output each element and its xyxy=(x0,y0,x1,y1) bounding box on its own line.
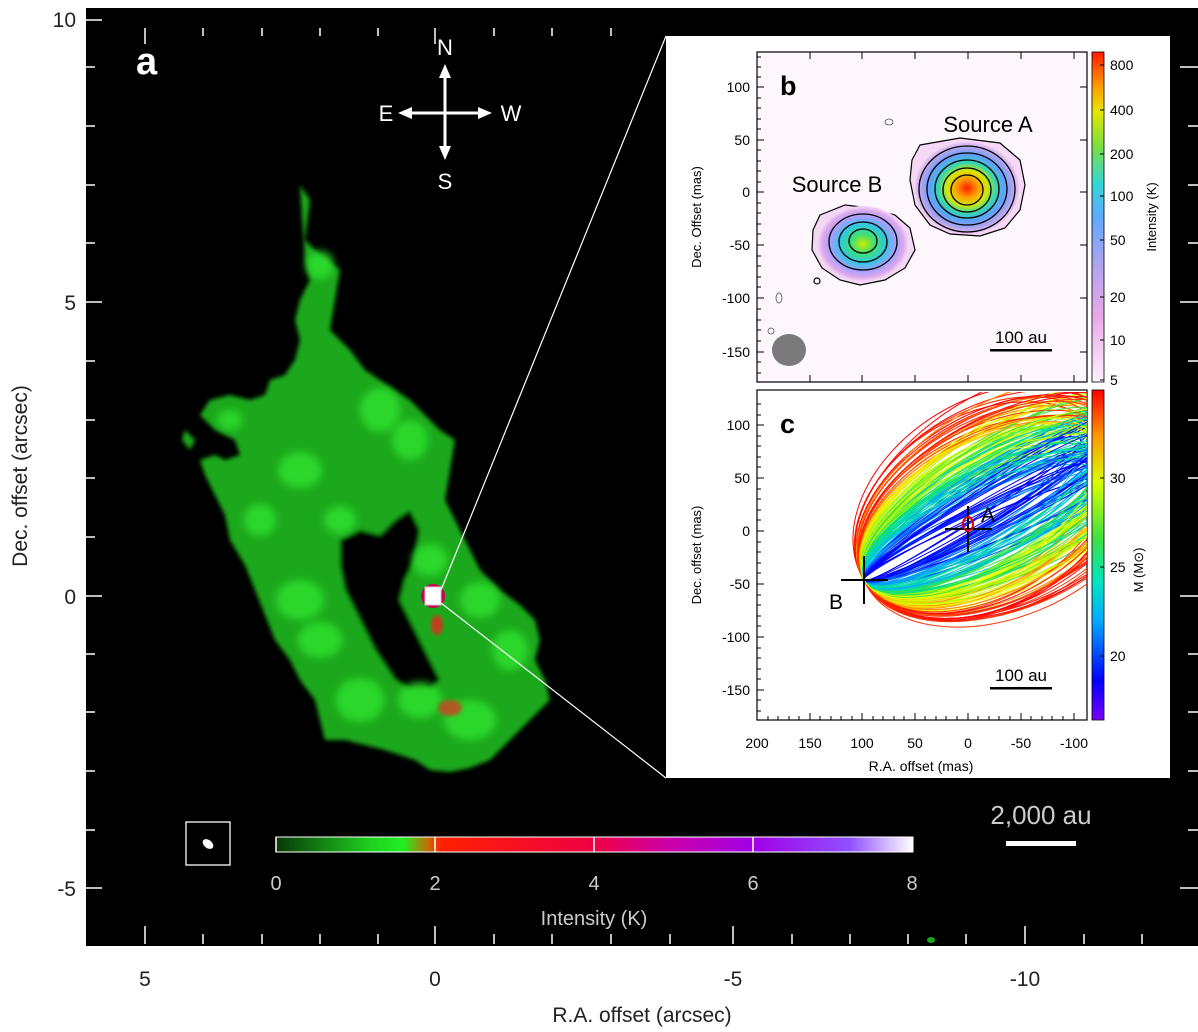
panel-c-letter: c xyxy=(780,409,795,439)
panel-c-scalebar xyxy=(990,687,1052,690)
panel-a-xtick-neg10: -10 xyxy=(1010,968,1040,991)
beam-box xyxy=(185,821,231,866)
panel-a-ticks xyxy=(86,19,1198,944)
zoom-line-top xyxy=(440,35,667,591)
colorbar-a-tick-2: 2 xyxy=(429,873,440,895)
panel-c-xtick-50: 50 xyxy=(907,735,923,751)
panel-c-xtick-neg100: -100 xyxy=(1060,735,1088,751)
panel-b xyxy=(756,51,1088,383)
colorbar-c-tick-30: 30 xyxy=(1110,470,1126,486)
panel-c-xtick-100: 100 xyxy=(850,735,874,751)
panel-b-scalebar-label: 100 au xyxy=(995,328,1047,347)
panel-c-label-a: A xyxy=(981,504,995,527)
panel-a-letter: a xyxy=(136,41,158,83)
panel-b-letter: b xyxy=(780,71,797,101)
colorbar-b xyxy=(1091,51,1105,383)
panel-a-ytick-10: 10 xyxy=(53,9,76,32)
colorbar-b-tick-10: 10 xyxy=(1110,332,1126,348)
panel-b-ytick-0: 0 xyxy=(742,184,750,200)
colorbar-b-label: Intensity (K) xyxy=(1144,182,1159,251)
panel-b-source-b: Source B xyxy=(792,172,883,197)
panel-c-markers xyxy=(841,506,992,604)
panel-c-xtick-200: 200 xyxy=(745,735,769,751)
colorbar-a-label: Intensity (K) xyxy=(541,908,648,930)
colorbar-a-tick-6: 6 xyxy=(747,873,758,895)
colorbar-c-label: M (M⊙) xyxy=(1131,548,1146,593)
panel-c-ytick-neg150: -150 xyxy=(722,682,750,698)
colorbar-b-tick-200: 200 xyxy=(1110,146,1134,162)
panel-b-ytick-neg50: -50 xyxy=(730,237,750,253)
panel-b-source-a: Source A xyxy=(943,112,1033,137)
panel-c-ytick-100: 100 xyxy=(727,417,751,433)
panel-a-ytick-neg5: -5 xyxy=(57,878,76,901)
zoom-line-bottom xyxy=(440,602,667,779)
colorbar-b-tick-50: 50 xyxy=(1110,232,1126,248)
colorbar-c-tick-25: 25 xyxy=(1110,559,1126,575)
colorbar-c-tick-20: 20 xyxy=(1110,648,1126,664)
compass xyxy=(398,64,492,160)
emission-map xyxy=(182,185,550,772)
compass-west: W xyxy=(501,101,522,126)
compass-south: S xyxy=(438,169,453,194)
panel-a-ylabel: Dec. offset (arcsec) xyxy=(9,385,32,567)
panel-b-ylabel: Dec. Offset (mas) xyxy=(689,166,704,268)
panel-c-xtick-150: 150 xyxy=(798,735,822,751)
colorbar-a-tick-4: 4 xyxy=(588,873,599,895)
panel-a-scalebar-label: 2,000 au xyxy=(990,800,1091,830)
panel-a-xlabel: R.A. offset (arcsec) xyxy=(552,1004,731,1027)
panel-c-ytick-50: 50 xyxy=(734,470,750,486)
panel-b-ytick-neg100: -100 xyxy=(722,290,750,306)
panel-c-label-b: B xyxy=(829,591,843,614)
panel-c-ytick-neg50: -50 xyxy=(730,576,750,592)
panel-a-scalebar xyxy=(1006,841,1076,846)
panel-a-ytick-0: 0 xyxy=(64,586,76,609)
colorbar-b-tick-20: 20 xyxy=(1110,289,1126,305)
colorbar-b-tick-800: 800 xyxy=(1110,57,1134,73)
colorbar-b-tick-100: 100 xyxy=(1110,188,1134,204)
panel-a-xtick-0: 0 xyxy=(429,968,441,991)
panel-a-xtick-5: 5 xyxy=(139,968,151,991)
panel-c-xlabel: R.A. offset (mas) xyxy=(869,758,974,774)
colorbar-a-tick-8: 8 xyxy=(906,873,917,895)
panel-c-ytick-neg100: -100 xyxy=(722,629,750,645)
zoom-box xyxy=(424,586,442,606)
panel-c-xtick-0: 0 xyxy=(964,735,972,751)
compass-east: E xyxy=(379,101,394,126)
compass-north: N xyxy=(437,35,453,60)
panel-a-ytick-5: 5 xyxy=(64,292,76,315)
panel-c-ylabel: Dec. offset (mas) xyxy=(689,506,704,605)
source-a-marker xyxy=(962,516,974,532)
panel-b-ytick-50: 50 xyxy=(734,132,750,148)
colorbar-a-tick-0: 0 xyxy=(270,873,281,895)
panel-b-ticks xyxy=(756,52,1087,382)
panel-b-scalebar xyxy=(990,349,1052,352)
panel-c-ticks xyxy=(756,403,1075,720)
colorbar-b-tick-5: 5 xyxy=(1110,372,1118,388)
panel-b-ytick-neg150: -150 xyxy=(722,344,750,360)
colorbar-b-tick-400: 400 xyxy=(1110,102,1134,118)
panel-c-scalebar-label: 100 au xyxy=(995,666,1047,685)
beam-ellipse xyxy=(202,839,214,849)
panel-a-xtick-neg5: -5 xyxy=(724,968,743,991)
panel-c-ytick-0: 0 xyxy=(742,523,750,539)
colorbar-c xyxy=(1091,389,1105,721)
panel-b-ytick-100: 100 xyxy=(727,79,751,95)
panel-c-xtick-neg50: -50 xyxy=(1011,735,1031,751)
emission-speck xyxy=(927,937,935,943)
